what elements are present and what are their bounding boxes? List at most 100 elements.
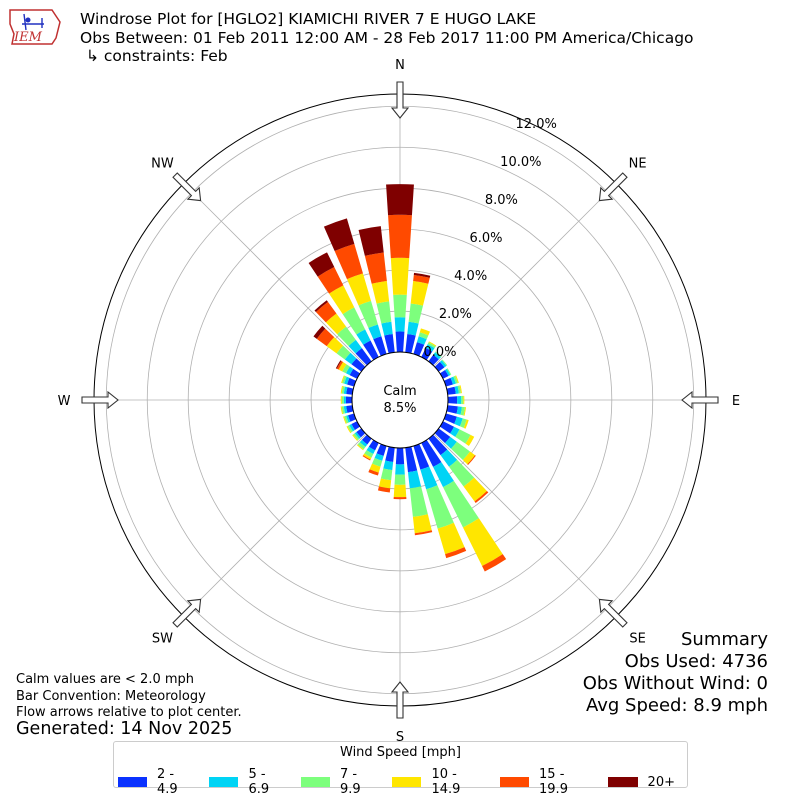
windrose-bar-segment bbox=[386, 184, 414, 216]
windrose-bar-segment bbox=[343, 405, 348, 414]
flow-arrow-icon bbox=[390, 681, 410, 719]
windrose-bar-segment bbox=[455, 429, 471, 444]
windrose-bar-segment bbox=[335, 360, 342, 369]
windrose-bar-segment bbox=[363, 453, 372, 460]
legend-label: 7 - 9.9 bbox=[339, 767, 361, 797]
windrose-bar-segment bbox=[346, 273, 372, 306]
windrose-bar-segment bbox=[449, 459, 475, 487]
windrose-bar-segment bbox=[463, 518, 503, 567]
logo-wind-vane bbox=[22, 13, 44, 31]
windrose-bars bbox=[308, 184, 507, 572]
windrose-bar-segment bbox=[441, 359, 448, 366]
windrose-bar-segment bbox=[465, 434, 475, 446]
legend-label: 2 - 4.9 bbox=[156, 767, 178, 797]
legend-label: 15 - 19.9 bbox=[539, 767, 568, 797]
windrose-bar-segment bbox=[393, 294, 407, 318]
windrose-bar-segment bbox=[405, 333, 416, 354]
windrose-bar-segment bbox=[446, 386, 456, 395]
windrose-bar-segment bbox=[351, 358, 366, 372]
windrose-bar-segment bbox=[433, 462, 454, 488]
legend-label: 5 - 6.9 bbox=[248, 767, 270, 797]
windrose-bar-segment bbox=[334, 243, 363, 280]
windrose-bar-segment bbox=[421, 347, 433, 361]
windrose-bar-segment bbox=[358, 300, 378, 328]
note-calm: Calm values are < 2.0 mph bbox=[16, 672, 195, 687]
windrose-bar-segment bbox=[336, 360, 344, 370]
windrose-bar-segment bbox=[381, 321, 393, 336]
legend-item: 5 - 6.9 bbox=[209, 767, 288, 797]
windrose-bar-segment bbox=[446, 405, 458, 414]
legend-swatch bbox=[392, 777, 422, 787]
windrose-bar-segment bbox=[445, 547, 467, 559]
windrose-bar-segment bbox=[414, 530, 433, 536]
legend: Wind Speed [mph] 2 - 4.9 5 - 6.9 7 - 9.9 10… bbox=[113, 741, 688, 797]
windrose-bar-segment bbox=[314, 300, 328, 313]
windrose-bar-segment bbox=[407, 470, 422, 489]
windrose-bar-segment bbox=[326, 337, 344, 354]
direction-label-e: E bbox=[732, 394, 740, 409]
windrose-bar-segment bbox=[358, 226, 384, 256]
grid-spoke bbox=[183, 433, 367, 617]
windrose-bar-segment bbox=[425, 344, 435, 352]
legend-swatch bbox=[118, 777, 147, 787]
windrose-bar-segment bbox=[357, 442, 366, 450]
iowa-state-outline-icon bbox=[9, 9, 61, 45]
windrose-bar-segment bbox=[446, 368, 452, 376]
windrose-bar-segment bbox=[342, 364, 350, 374]
direction-label-w: W bbox=[58, 394, 71, 409]
windrose-bar-segment bbox=[308, 252, 335, 277]
windrose-bar-segment bbox=[450, 376, 456, 385]
windrose-bar-segment bbox=[454, 385, 459, 394]
windrose-bar-segment bbox=[416, 336, 427, 345]
direction-label-se: SE bbox=[629, 632, 645, 647]
chart-title: Windrose Plot for [HGLO2] KIAMICHI RIVER… bbox=[80, 10, 537, 28]
windrose-bar-segment bbox=[394, 474, 406, 485]
windrose-bar-segment bbox=[443, 413, 457, 424]
windrose-bar-segment bbox=[341, 406, 346, 414]
windrose-bar-segment bbox=[456, 406, 462, 415]
windrose-bar-segment bbox=[349, 368, 361, 379]
legend-item: 15 - 19.9 bbox=[500, 767, 596, 797]
summary-title: Summary bbox=[681, 629, 768, 650]
windrose-bar-segment bbox=[342, 375, 347, 384]
windrose-bar-segment bbox=[377, 486, 391, 493]
windrose-bar-segment bbox=[343, 416, 347, 424]
note-convention: Bar Convention: Meteorology bbox=[16, 689, 206, 704]
flow-arrow-icon bbox=[172, 598, 202, 628]
windrose-bar-segment bbox=[340, 396, 342, 404]
windrose-bar-segment bbox=[347, 377, 357, 387]
windrose-bar-segment bbox=[340, 406, 344, 415]
windrose-bar-segment bbox=[372, 458, 383, 467]
windrose-bar-segment bbox=[420, 466, 438, 490]
windrose-bar-segment bbox=[363, 340, 379, 361]
radial-tick-label: 12.0% bbox=[516, 117, 557, 132]
windrose-bar-segment bbox=[412, 514, 432, 534]
windrose-bar-segment bbox=[461, 395, 464, 405]
windrose-bar-segment bbox=[434, 428, 451, 444]
windrose-bar-segment bbox=[454, 416, 463, 427]
windrose-bar-segment bbox=[463, 477, 487, 502]
legend-swatch bbox=[500, 777, 530, 787]
windrose-bar-segment bbox=[323, 218, 355, 252]
direction-label-sw: SW bbox=[152, 632, 173, 647]
legend-item: 7 - 9.9 bbox=[300, 767, 380, 797]
windrose-bar-segment bbox=[390, 257, 410, 295]
flow-arrow-icon bbox=[598, 598, 628, 628]
windrose-bar-segment bbox=[388, 214, 412, 259]
windrose-bar-segment bbox=[395, 464, 405, 475]
windrose-bar-segment bbox=[359, 439, 368, 447]
logo-dot bbox=[25, 17, 31, 23]
windrose-bar-segment bbox=[371, 281, 390, 304]
windrose-bar-segment bbox=[376, 443, 387, 456]
windrose-bar-segment bbox=[413, 342, 425, 357]
windrose-bar-segment bbox=[369, 463, 381, 473]
windrose-bar-segment bbox=[348, 339, 362, 354]
windrose-bar-segment bbox=[343, 386, 348, 395]
windrose-bar-segment bbox=[428, 434, 448, 456]
grid-spoke bbox=[183, 183, 367, 367]
windrose-bar-segment bbox=[354, 432, 361, 439]
windrose-bar-segment bbox=[457, 396, 462, 404]
windrose-bar-segment bbox=[437, 522, 465, 555]
windrose-bar-segment bbox=[368, 439, 379, 451]
